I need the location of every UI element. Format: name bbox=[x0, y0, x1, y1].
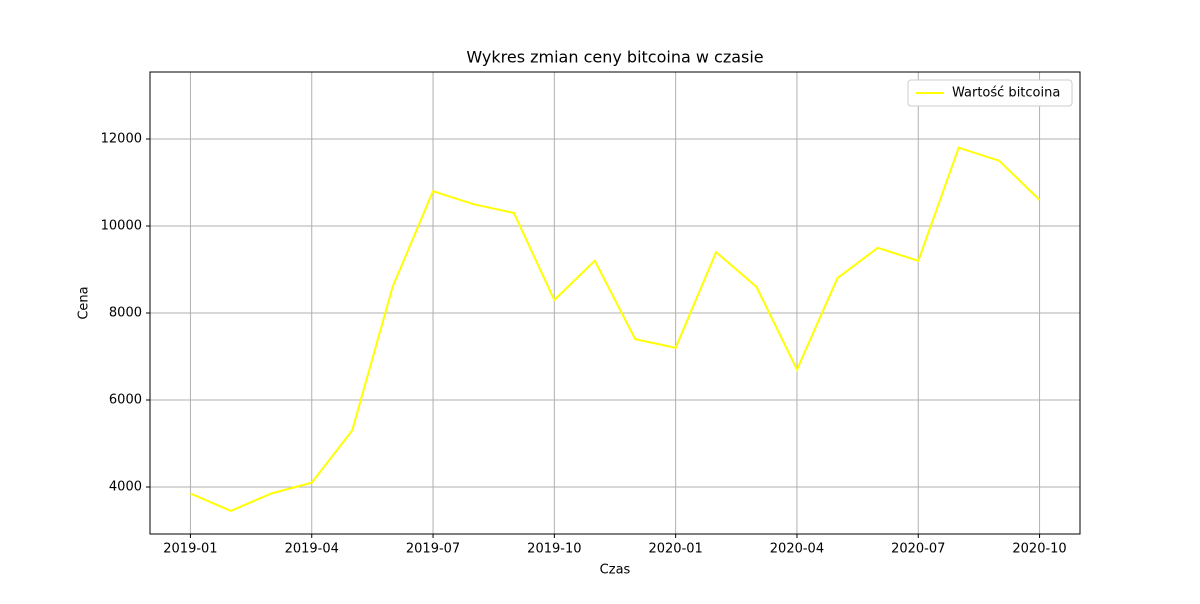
y-axis-label: Cena bbox=[77, 286, 92, 319]
y-tick-label: 4000 bbox=[109, 480, 142, 495]
x-tick-label: 2020-07 bbox=[891, 542, 945, 557]
legend: Wartość bitcoina bbox=[907, 79, 1073, 107]
legend-label: Wartość bitcoina bbox=[952, 86, 1060, 101]
y-tick-label: 10000 bbox=[101, 219, 142, 234]
x-tick-label: 2019-07 bbox=[406, 542, 460, 557]
data-line bbox=[190, 146, 1041, 512]
y-tick-label: 8000 bbox=[109, 306, 142, 321]
y-tick-label: 6000 bbox=[109, 393, 142, 408]
chart-title: Wykres zmian ceny bitcoina w czasie bbox=[466, 48, 763, 67]
x-tick-label: 2019-01 bbox=[163, 542, 217, 557]
plot-frame bbox=[149, 71, 1081, 535]
x-tick-label: 2019-10 bbox=[527, 542, 581, 557]
x-tick-label: 2020-01 bbox=[648, 542, 702, 557]
x-axis-label: Czas bbox=[600, 563, 631, 578]
legend-box bbox=[907, 79, 1073, 107]
x-tick-label: 2020-04 bbox=[770, 542, 824, 557]
y-tick-label: 12000 bbox=[101, 131, 142, 146]
x-tick-label: 2019-04 bbox=[285, 542, 339, 557]
x-tick-label: 2020-10 bbox=[1012, 542, 1066, 557]
